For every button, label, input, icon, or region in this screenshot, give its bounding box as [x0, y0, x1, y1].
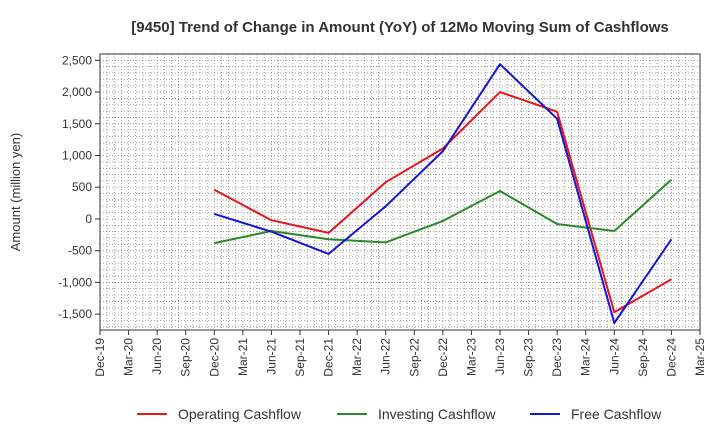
legend: Operating Cashflow Investing Cashflow Free…: [137, 406, 662, 422]
x-tick-label: Dec-24: [664, 338, 678, 377]
y-tick-label: -500: [68, 244, 92, 258]
x-tick-label: Mar-20: [122, 338, 136, 376]
x-tick-label: Dec-19: [93, 338, 107, 377]
x-tick-label: Mar-22: [350, 338, 364, 376]
x-tick-label: Sep-23: [522, 338, 536, 377]
y-tick-label: -1,500: [58, 307, 92, 321]
x-tick-label: Sep-22: [407, 338, 421, 377]
grid: [100, 54, 700, 330]
y-axis-label: Amount (million yen): [8, 133, 23, 252]
y-tick-label: 1,000: [62, 149, 92, 163]
x-tick-label: Jun-22: [379, 338, 393, 375]
series-group: [213, 63, 673, 324]
y-tick-label: 0: [85, 212, 92, 226]
x-tick-label: Jun-21: [264, 338, 278, 375]
x-tick-label: Jun-23: [493, 338, 507, 375]
x-tick-label: Mar-24: [579, 338, 593, 376]
y-tick-label: 2,000: [62, 85, 92, 99]
x-tick-label: Mar-21: [236, 338, 250, 376]
x-tick-label: Mar-25: [693, 338, 707, 376]
x-tick-label: Jun-24: [607, 338, 621, 375]
plot-frame: [99, 53, 701, 331]
y-tick-label: 2,500: [62, 53, 92, 67]
y-tick-label: 1,500: [62, 117, 92, 131]
y-tick-label: -1,000: [58, 275, 92, 289]
x-tick-label: Jun-20: [150, 338, 164, 375]
x-tick-label: Mar-23: [464, 338, 478, 376]
y-axis: 2,500 2,000 1,500 1,000 500 0 -500 -1,000 -1,500: [58, 53, 100, 321]
series-line-free-cashflow: [214, 63, 673, 324]
series-line-operating-cashflow: [213, 91, 672, 314]
legend-label: Free Cashflow: [571, 406, 662, 422]
series-line-investing-cashflow: [214, 178, 673, 245]
x-axis: Dec-19 Mar-20 Jun-20 Sep-20 Dec-20 Mar-21 Jun-…: [93, 330, 707, 377]
legend-label: Operating Cashflow: [178, 406, 302, 422]
x-tick-label: Dec-21: [322, 338, 336, 377]
x-tick-label: Sep-24: [636, 338, 650, 377]
legend-label: Investing Cashflow: [378, 406, 496, 422]
x-tick-label: Dec-22: [436, 338, 450, 377]
chart-title: [9450] Trend of Change in Amount (YoY) o…: [131, 19, 669, 36]
x-tick-label: Dec-20: [207, 338, 221, 377]
x-tick-label: Sep-20: [179, 338, 193, 377]
x-tick-label: Dec-23: [550, 338, 564, 377]
x-tick-label: Sep-21: [293, 338, 307, 377]
y-tick-label: 500: [72, 180, 92, 194]
